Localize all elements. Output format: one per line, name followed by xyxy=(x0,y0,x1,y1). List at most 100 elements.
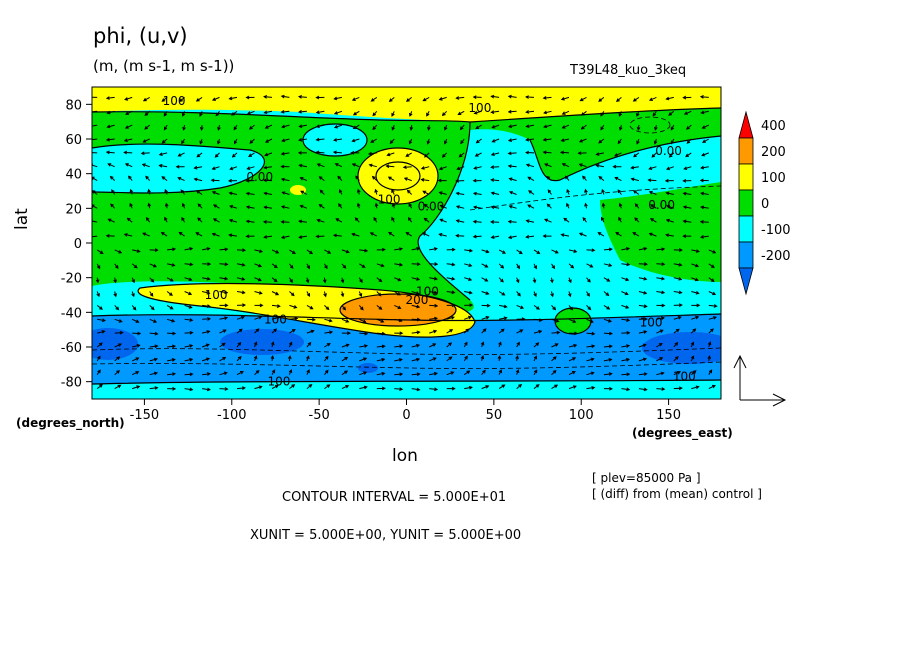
wind-vector-725 xyxy=(184,372,194,377)
plev-note: [ plev=85000 Pa ] xyxy=(592,471,701,485)
wind-vector-435 xyxy=(149,263,157,268)
wind-vector-57 xyxy=(457,110,465,115)
wind-vector-329 xyxy=(181,216,186,223)
colorbar-label-5: -200 xyxy=(761,249,791,264)
wind-vector-642 xyxy=(621,331,631,335)
wind-vector-381 xyxy=(455,233,465,238)
wind-vector-540 xyxy=(96,305,103,310)
wind-vector-470 xyxy=(131,277,135,284)
wind-vector-113 xyxy=(181,138,186,145)
wind-vector-481 xyxy=(322,277,327,284)
wind-vector-79 xyxy=(217,124,221,131)
wind-vector-623 xyxy=(289,329,296,334)
wind-vector-107 xyxy=(701,124,710,129)
wind-vector-296 xyxy=(229,204,238,209)
wind-vector-659 xyxy=(288,341,293,348)
wind-vector-105 xyxy=(670,124,675,131)
wind-vector-570 xyxy=(621,304,630,309)
wind-vector-727 xyxy=(219,371,228,376)
wind-vector-614 xyxy=(132,331,142,336)
wind-vector-610 xyxy=(691,315,700,320)
wind-vector-520 xyxy=(376,291,382,297)
wind-vector-147 xyxy=(140,151,150,156)
wind-vector-422 xyxy=(551,249,559,254)
wind-vector-688 xyxy=(167,358,176,362)
wind-vector-527 xyxy=(498,291,506,296)
wind-vector-148 xyxy=(158,152,168,156)
wind-vector-363 xyxy=(142,232,150,237)
wind-vector-330 xyxy=(197,217,203,223)
wind-vector-4 xyxy=(161,97,168,102)
wind-vector-182 xyxy=(124,163,133,168)
wind-vector-119 xyxy=(281,138,290,143)
wind-vector-276 xyxy=(508,191,517,195)
wind-vector-459 xyxy=(568,263,575,269)
wind-vector-315 xyxy=(566,202,570,209)
wind-vector-37 xyxy=(106,110,115,115)
wind-vector-132 xyxy=(507,138,517,142)
wind-vector-124 xyxy=(370,138,378,143)
wind-vector-604 xyxy=(586,318,594,323)
wind-vector-158 xyxy=(332,150,342,155)
wind-vector-548 xyxy=(236,303,247,308)
wind-vector-373 xyxy=(315,234,325,239)
y-tick-label-8: -80 xyxy=(61,376,82,391)
wind-vector-112 xyxy=(161,138,168,144)
wind-vector-550 xyxy=(271,304,281,308)
experiment-label: T39L48_kuo_3keq xyxy=(570,63,687,78)
wind-vector-349 xyxy=(525,219,535,223)
wind-vector-384 xyxy=(507,235,517,239)
colorbar-label-3: 0 xyxy=(761,197,769,212)
wind-vector-309 xyxy=(455,205,465,209)
y-tick-label-3: 20 xyxy=(65,202,82,217)
wind-vector-515 xyxy=(289,291,295,297)
wind-vector-194 xyxy=(334,163,343,168)
wind-vector-298 xyxy=(263,205,273,210)
wind-vector-600 xyxy=(516,317,526,321)
wind-vector-594 xyxy=(411,317,421,322)
y-tick-label-4: 0 xyxy=(74,237,82,252)
wind-vector-497 xyxy=(603,277,611,282)
wind-vector-351 xyxy=(563,217,570,223)
wind-vector-142 xyxy=(686,138,692,144)
wind-vector-477 xyxy=(254,277,262,282)
axis-ticks: -150 -100 -50 0 50 100 150806040200-20-40-60-8… xyxy=(61,98,681,423)
wind-vector-179 xyxy=(701,152,709,157)
wind-vector-510 xyxy=(201,290,211,295)
wind-vector-667 xyxy=(428,343,437,348)
wind-vector-335 xyxy=(280,220,290,224)
wind-vector-745 xyxy=(533,369,538,375)
contour-interval: CONTOUR INTERVAL = 5.000E+01 xyxy=(282,490,507,505)
wind-vector-115 xyxy=(216,138,221,145)
wind-vector-696 xyxy=(306,355,310,362)
wind-vector-676 xyxy=(586,344,596,349)
contour-label-6: 0.00 xyxy=(648,198,675,212)
contour-label-13: 100 xyxy=(673,369,696,383)
wind-vector-434 xyxy=(131,263,138,269)
wind-vector-134 xyxy=(542,137,552,142)
field-region-green-east xyxy=(600,182,721,282)
wind-vector-404 xyxy=(236,248,247,253)
wind-vector-133 xyxy=(525,137,535,142)
field-region-cyan-west xyxy=(92,144,265,193)
wind-vector-198 xyxy=(402,165,412,170)
wind-vector-624 xyxy=(306,329,315,334)
wind-vector-284 xyxy=(648,190,657,195)
wind-vector-546 xyxy=(202,304,211,308)
wind-vector-90 xyxy=(409,125,414,131)
wind-vector-634 xyxy=(481,328,487,334)
y-tick-label-6: -40 xyxy=(61,306,82,321)
wind-vector-413 xyxy=(394,247,404,251)
wind-vector-473 xyxy=(184,277,193,281)
wind-vector-297 xyxy=(245,205,255,210)
wind-vector-66 xyxy=(618,111,623,117)
wind-vector-251 xyxy=(699,178,709,183)
wind-vector-453 xyxy=(464,263,473,267)
wind-vector-layer xyxy=(92,94,718,392)
wind-vector-698 xyxy=(341,356,349,362)
wind-vector-271 xyxy=(422,190,430,195)
wind-vector-72 xyxy=(92,124,98,128)
wind-vector-377 xyxy=(388,231,395,237)
wind-vector-65 xyxy=(600,111,605,117)
wind-vector-173 xyxy=(595,152,605,156)
